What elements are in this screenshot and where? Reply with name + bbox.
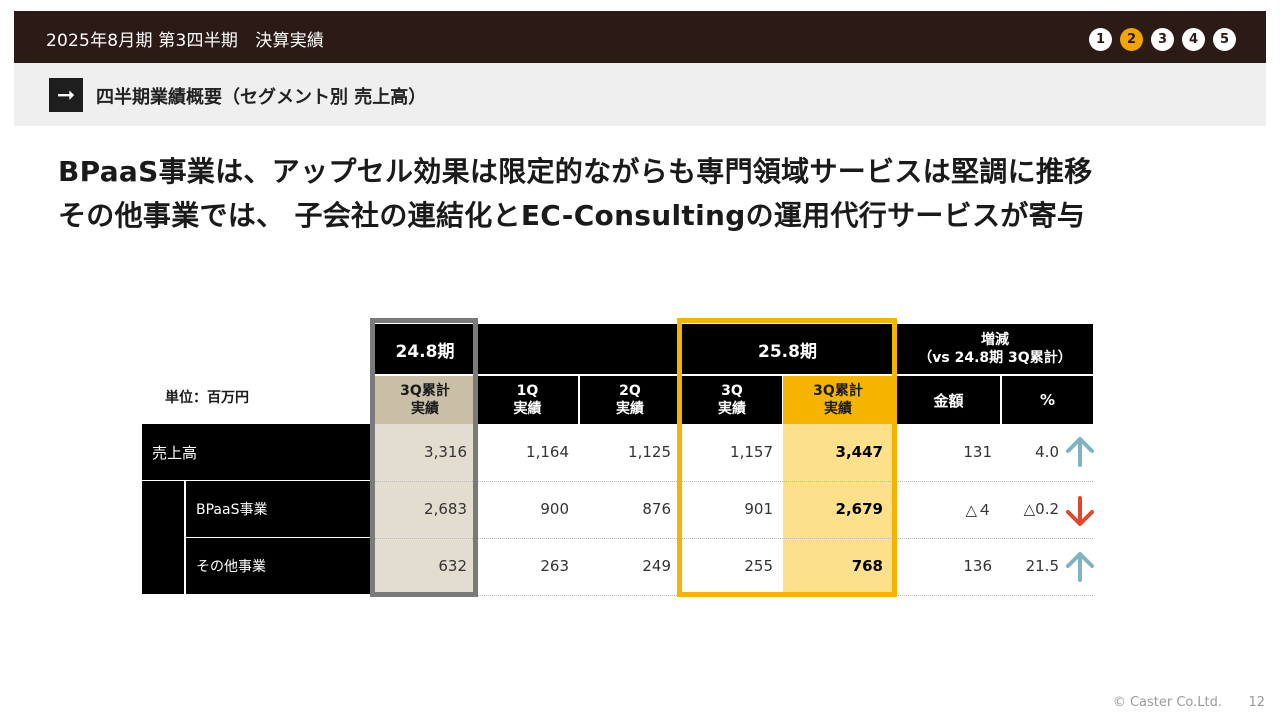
q1-header: 1Q 実績: [477, 376, 578, 424]
change-header-line-1: 増減: [981, 332, 1009, 348]
row-label-bpaas: BPaaS事業: [186, 481, 370, 537]
unit-label: 単位：百万円: [165, 390, 249, 406]
top-bar: 2025年8月期 第3四半期 決算実績 1 2 3 4 5: [14, 11, 1266, 63]
cell-other-q1: 263: [540, 557, 569, 575]
q3-header-line-1: 3Q: [721, 383, 743, 399]
q2-header-line-2: 実績: [616, 401, 644, 417]
cell-sales-q1: 1,164: [526, 443, 569, 461]
prev-cum-header-line-1: 3Q累計: [400, 383, 450, 399]
curr-period-highlight-frame: [677, 318, 897, 597]
row-label-other: その他事業: [186, 538, 370, 594]
cell-other-q2: 249: [642, 557, 671, 575]
step-4[interactable]: 4: [1182, 28, 1205, 51]
section-steps: 1 2 3 4 5: [1089, 28, 1236, 51]
row-divider: [375, 538, 1093, 539]
cell-sales-prev-cum: 3,316: [424, 443, 467, 461]
change-header-line-2: （vs 24.8期 3Q累計）: [918, 350, 1072, 366]
step-2[interactable]: 2: [1120, 28, 1143, 51]
prev-cum-column-bg: [375, 424, 475, 594]
section-title: 四半期業績概要（セグメント別 売上高）: [96, 87, 427, 108]
period-prev-header: 24.8期: [375, 324, 475, 374]
row-label-sales: 売上高: [142, 424, 370, 480]
cell-bpaas-q1: 900: [540, 500, 569, 518]
cell-sales-pct: 4.0: [1035, 443, 1059, 461]
pct-header: %: [1002, 376, 1093, 424]
q2-header-line-1: 2Q: [619, 383, 641, 399]
cell-bpaas-q3: 901: [744, 500, 773, 518]
cell-other-prev-cum: 632: [438, 557, 467, 575]
q3-header: 3Q 実績: [682, 376, 782, 424]
row-divider: [375, 481, 1093, 482]
cell-bpaas-curr-cum: 2,679: [835, 500, 883, 518]
cell-sales-curr-cum: 3,447: [835, 443, 883, 461]
copyright: © Caster Co.Ltd.: [1112, 695, 1222, 710]
headline: BPaaS事業は、アップセル効果は限定的ながらも専門領域サービスは堅調に推移 そ…: [58, 150, 1092, 238]
curr-cum-header-line-1: 3Q累計: [813, 383, 863, 399]
curr-cum-header: 3Q累計 実績: [783, 376, 893, 424]
cell-bpaas-q2: 876: [642, 500, 671, 518]
row-indent-block: [142, 481, 184, 594]
up-arrow-icon: [1066, 437, 1094, 467]
cell-sales-q3: 1,157: [730, 443, 773, 461]
amount-header: 金額: [897, 376, 1000, 424]
up-arrow-icon: [1066, 552, 1094, 582]
cell-other-pct: 21.5: [1025, 557, 1059, 575]
prev-cum-header: 3Q累計 実績: [375, 376, 475, 424]
cell-bpaas-amount: △４: [965, 500, 992, 519]
headline-line-2: その他事業では、 子会社の連結化とEC-Consultingの運用代行サービスが…: [58, 199, 1086, 232]
down-arrow-icon: [1066, 496, 1094, 526]
step-5[interactable]: 5: [1213, 28, 1236, 51]
curr-cum-column-bg: [783, 424, 893, 594]
cell-other-amount: 136: [963, 557, 992, 575]
blank-header: [477, 324, 680, 374]
step-1[interactable]: 1: [1089, 28, 1112, 51]
cell-bpaas-pct: △0.2: [1023, 500, 1059, 518]
cell-sales-q2: 1,125: [628, 443, 671, 461]
curr-cum-header-line-2: 実績: [824, 401, 852, 417]
cell-bpaas-prev-cum: 2,683: [424, 500, 467, 518]
cell-sales-amount: 131: [963, 443, 992, 461]
q1-header-line-1: 1Q: [516, 383, 539, 399]
prev-cum-header-line-2: 実績: [411, 401, 439, 417]
prev-cum-highlight-frame: [370, 318, 478, 597]
q1-header-line-2: 実績: [513, 401, 542, 417]
step-3[interactable]: 3: [1151, 28, 1174, 51]
page-number: 12: [1248, 695, 1265, 710]
q2-header: 2Q 実績: [580, 376, 680, 424]
q3-header-line-2: 実績: [718, 401, 746, 417]
period-curr-header: 25.8期: [682, 324, 893, 374]
change-header: 増減 （vs 24.8期 3Q累計）: [897, 324, 1093, 374]
headline-line-1: BPaaS事業は、アップセル効果は限定的ながらも専門領域サービスは堅調に推移: [58, 155, 1093, 188]
document-title: 2025年8月期 第3四半期 決算実績: [46, 31, 325, 51]
cell-other-q3: 255: [744, 557, 773, 575]
section-bar: ➞ 四半期業績概要（セグメント別 売上高）: [14, 63, 1266, 126]
cell-other-curr-cum: 768: [851, 557, 883, 575]
arrow-right-icon: ➞: [49, 78, 83, 112]
